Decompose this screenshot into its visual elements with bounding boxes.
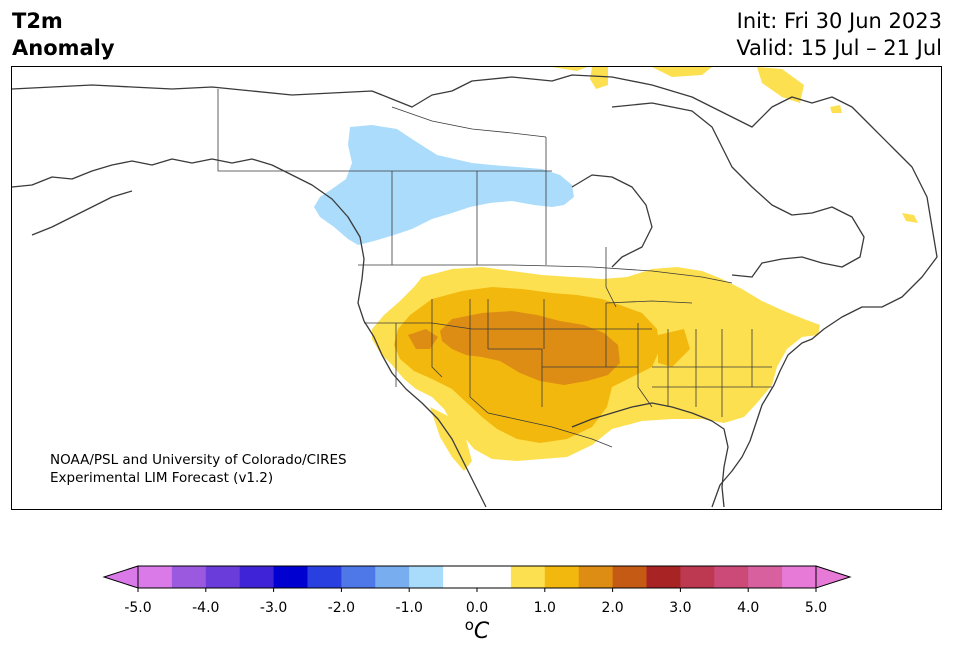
colorbar-bin <box>443 566 478 588</box>
attribution-line-1: NOAA/PSL and University of Colorado/CIRE… <box>50 452 347 468</box>
init-date: Init: Fri 30 Jun 2023 <box>736 9 942 33</box>
warm-spot-newfoundland <box>902 213 918 223</box>
warm-anomaly-strong-small <box>408 329 438 349</box>
colorbar-bin <box>375 566 410 588</box>
colorbar-bin <box>171 566 207 588</box>
warm-spot-quebec <box>830 105 842 113</box>
map-title: T2m Anomaly <box>12 8 115 62</box>
anomaly-map: NOAA/PSL and University of Colorado/CIRE… <box>11 66 942 510</box>
title-line-1: T2m <box>12 9 63 33</box>
warm-spot-arctic-3 <box>552 67 587 71</box>
colorbar-bin <box>680 566 715 588</box>
colorbar-bin <box>646 566 681 588</box>
colorbar-bin <box>714 566 749 588</box>
colorbar-tick-label: -4.0 <box>192 600 219 616</box>
colorbar-tick-label: -5.0 <box>124 600 151 616</box>
colorbar-bin <box>409 566 444 588</box>
colorbar-bin <box>782 566 817 588</box>
colorbar-tick-label: -1.0 <box>396 600 423 616</box>
colorbar-bin <box>341 566 376 588</box>
colorbar-bin <box>578 566 614 588</box>
colorbar-tick-label: 2.0 <box>601 600 623 616</box>
colorbar-over-arrow <box>815 565 852 589</box>
attribution: NOAA/PSL and University of Colorado/CIRE… <box>50 451 347 487</box>
warm-anomaly-strong <box>440 311 620 385</box>
coastlines <box>12 74 938 508</box>
colorbar-bin <box>612 566 647 588</box>
colorbar-bin <box>477 566 512 588</box>
colorbar-bin <box>138 566 173 588</box>
colorbar-bin <box>544 566 580 588</box>
colorbar-bin <box>748 566 783 588</box>
unit-degree-symbol: o <box>465 616 474 634</box>
colorbar-under-arrow <box>102 565 139 589</box>
colorbar-bin <box>273 566 308 588</box>
colorbar-tick-label: 1.0 <box>534 600 556 616</box>
forecast-dates: Init: Fri 30 Jun 2023 Valid: 15 Jul – 21… <box>736 8 942 62</box>
colorbar-unit: oC <box>465 616 490 644</box>
colorbar-frame <box>137 565 817 589</box>
colorbar-tick-label: 3.0 <box>669 600 691 616</box>
colorbar-bin <box>307 566 342 588</box>
colorbar-bins <box>138 566 817 588</box>
colorbar-ticks: -5.0 -4.0 -3.0 -2.0 -1.0 0.0 1.0 2.0 3.0 4.0 5.0 <box>124 588 827 616</box>
map-canvas <box>12 67 938 508</box>
unit-celsius: C <box>474 619 490 644</box>
warm-spot-arctic-1 <box>590 67 608 89</box>
title-line-2: Anomaly <box>12 36 115 60</box>
colorbar-tick-label: 5.0 <box>805 600 827 616</box>
colorbar-tick-label: -3.0 <box>260 600 287 616</box>
valid-range: Valid: 15 Jul – 21 Jul <box>736 36 942 60</box>
political-borders <box>217 89 772 448</box>
colorbar-bin <box>239 566 275 588</box>
colorbar-bin <box>510 566 546 588</box>
warm-anomaly-moderate-east <box>658 329 690 367</box>
colorbar-bin <box>205 566 241 588</box>
colorbar-tick-label: -2.0 <box>328 600 355 616</box>
colorbar-tick-label: 0.0 <box>466 600 488 616</box>
warm-spot-arctic-2 <box>652 67 712 77</box>
attribution-line-2: Experimental LIM Forecast (v1.2) <box>50 470 274 486</box>
warm-spot-labrador <box>757 67 804 103</box>
colorbar-tick-label: 4.0 <box>737 600 759 616</box>
cold-anomaly-region <box>314 125 574 245</box>
